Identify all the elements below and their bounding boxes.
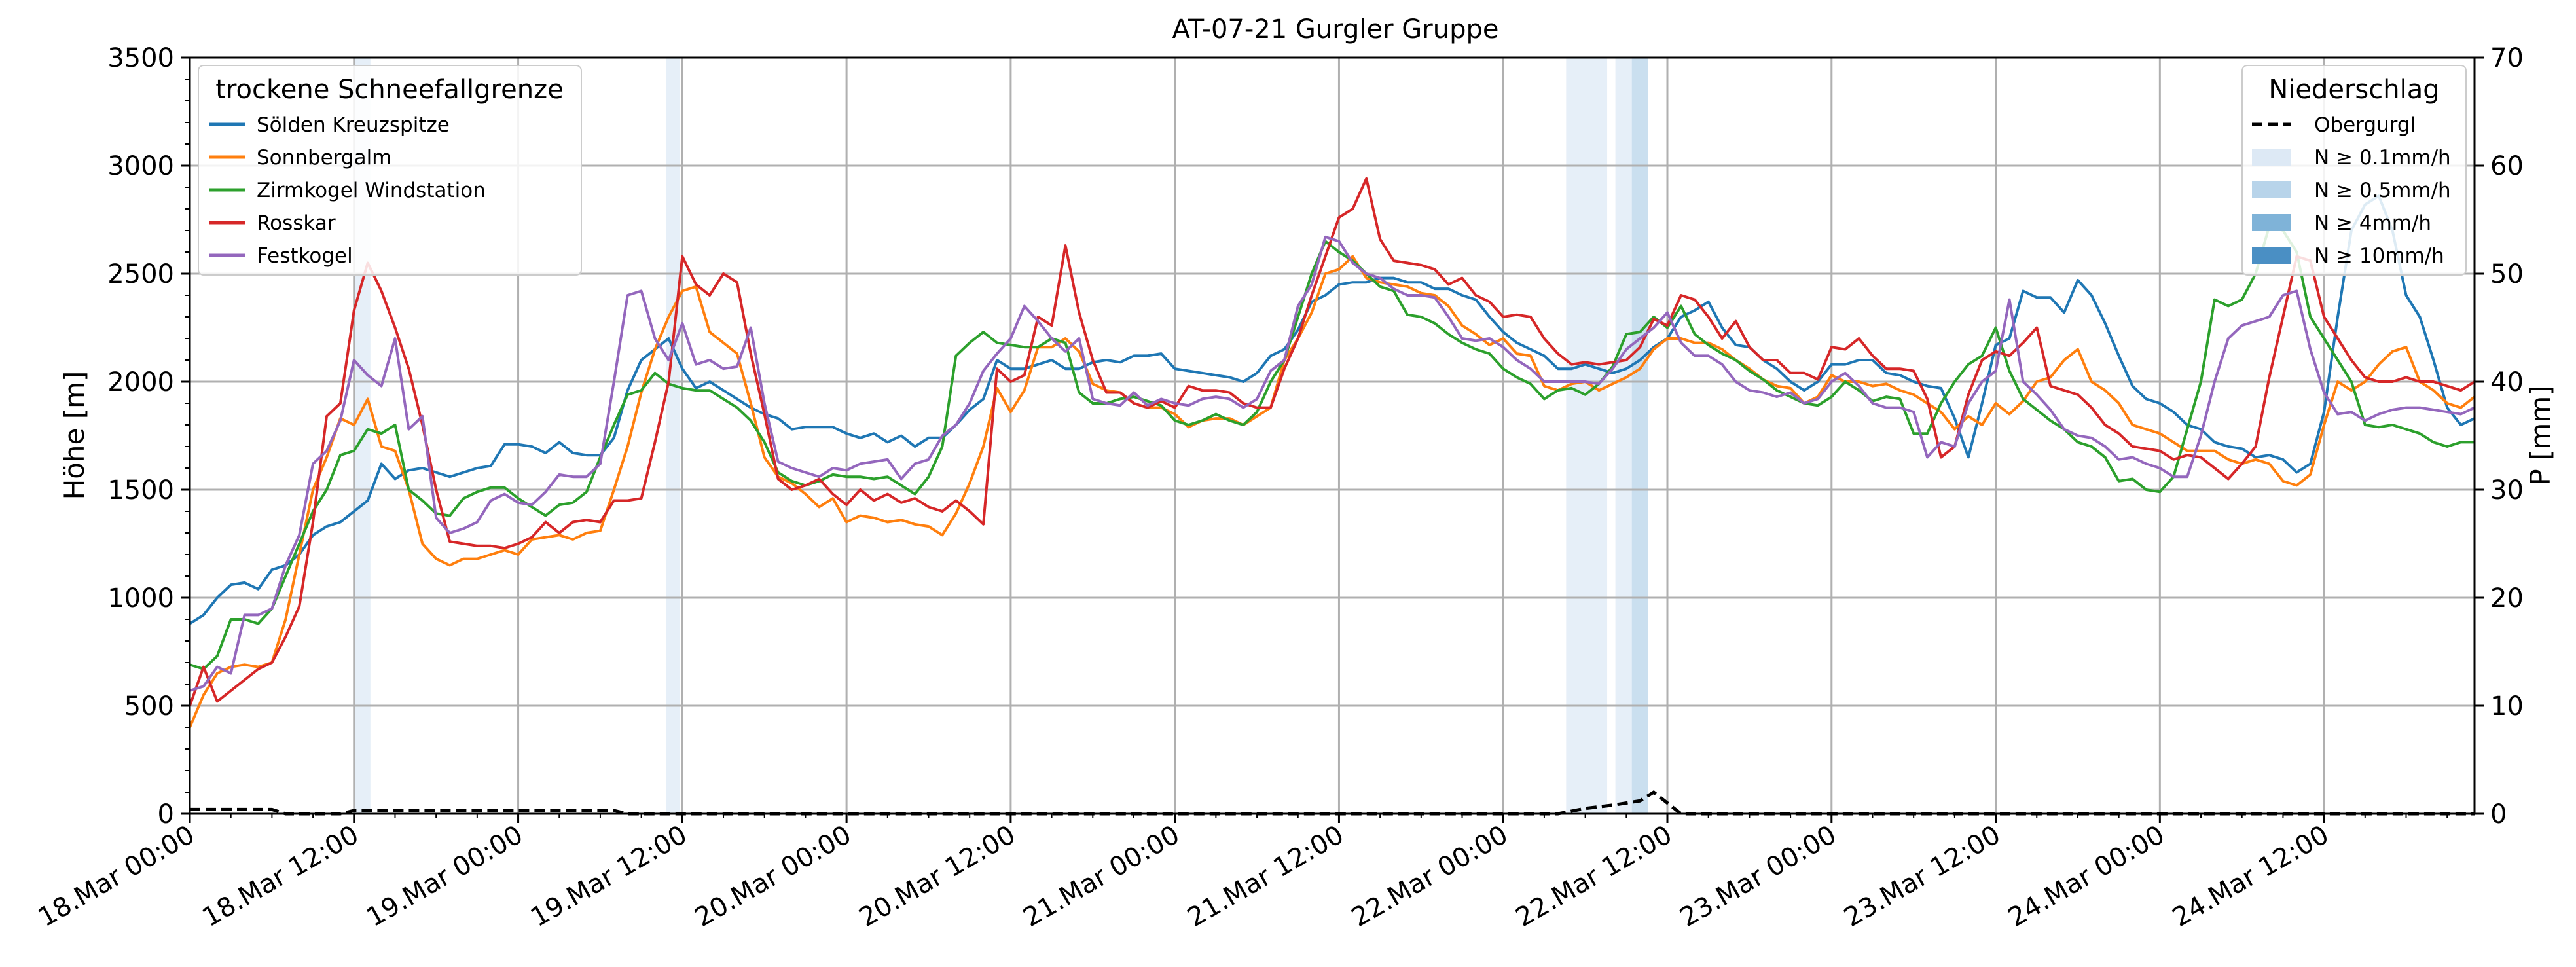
- y2-tick-label: 40: [2490, 367, 2524, 397]
- legend-snowline-entries: Sölden Kreuzspitze Sonnbergalm Zirmkogel W…: [209, 113, 486, 268]
- y2-tick-label: 10: [2490, 691, 2524, 721]
- y2-tick-label: 70: [2490, 43, 2524, 73]
- legend-swatch: [2252, 181, 2291, 198]
- y-tick-label: 0: [158, 799, 174, 830]
- precip-band: [1566, 58, 1608, 814]
- y-tick-label: 1000: [107, 583, 174, 613]
- y-tick-label: 2000: [107, 367, 174, 397]
- legend-label: Festkogel: [257, 244, 353, 268]
- series-line-sonnbergalm: [189, 255, 2476, 728]
- legend-snowline-title: trockene Schneefallgrenze: [215, 75, 563, 105]
- y-tick-label: 1500: [107, 475, 174, 505]
- legend-label: N ≥ 4mm/h: [2314, 211, 2431, 235]
- legend-label: Sölden Kreuzspitze: [257, 113, 450, 137]
- y-tick-label: 500: [124, 691, 174, 721]
- y2-tick-label: 20: [2490, 583, 2524, 613]
- precip-band: [1631, 58, 1648, 814]
- legend-precipitation-entries: Obergurgl N ≥ 0.1mm/h N ≥ 0.5mm/h N ≥ 4mm/h…: [2252, 113, 2451, 268]
- y2-tick-label: 60: [2490, 151, 2524, 181]
- legend-snowline-box: [198, 65, 582, 276]
- chart-title: AT-07-21 Gurgler Gruppe: [1172, 14, 1499, 45]
- y-tick-label: 3500: [107, 43, 174, 73]
- legend-label: N ≥ 0.1mm/h: [2314, 146, 2451, 170]
- legend-precipitation-title: Niederschlag: [2268, 75, 2439, 105]
- series-lines: [189, 177, 2476, 728]
- plot-frame: [189, 56, 2476, 815]
- series-line-rosskar: [189, 177, 2476, 706]
- y2-axis-label: P [mm]: [2524, 385, 2556, 485]
- y-tick-label: 3000: [107, 151, 174, 181]
- legend-label: N ≥ 0.5mm/h: [2314, 179, 2451, 202]
- legend-swatch: [2252, 214, 2291, 231]
- legend-swatch: [2252, 149, 2291, 166]
- y-tick-label: 2500: [107, 259, 174, 289]
- series-line-s-lden-kreuzspitze: [189, 194, 2475, 625]
- legend-snowline: trockene Schneefallgrenze Sölden Kreuzsp…: [198, 65, 582, 276]
- legend-precipitation: Niederschlag Obergurgl N ≥ 0.1mm/h N ≥ 0.5…: [2241, 65, 2467, 276]
- legend-label: Rosskar: [257, 211, 336, 235]
- y2-axis-ticks: 0 10 20 30 40 50 60 70: [2475, 43, 2524, 830]
- legend-label: Obergurgl: [2314, 113, 2416, 137]
- precip-band: [666, 58, 680, 814]
- y2-tick-label: 30: [2490, 475, 2524, 505]
- y2-tick-label: 50: [2490, 259, 2524, 289]
- y2-tick-label: 0: [2490, 799, 2507, 830]
- legend-swatch: [2252, 247, 2291, 264]
- y-axis-ticks: 0 500 1000 1500 2000 2500 3000 3500: [107, 43, 190, 830]
- precip-band: [1615, 58, 1632, 814]
- legend-precipitation-box: [2241, 65, 2467, 276]
- y-axis-label: Höhe [m]: [58, 371, 90, 500]
- legend-label: N ≥ 10mm/h: [2314, 244, 2444, 268]
- legend-label: Sonnbergalm: [257, 146, 391, 170]
- legend-label: Zirmkogel Windstation: [257, 179, 486, 202]
- series-line-zirmkogel-windstation: [189, 225, 2475, 670]
- series-line-festkogel: [189, 235, 2475, 692]
